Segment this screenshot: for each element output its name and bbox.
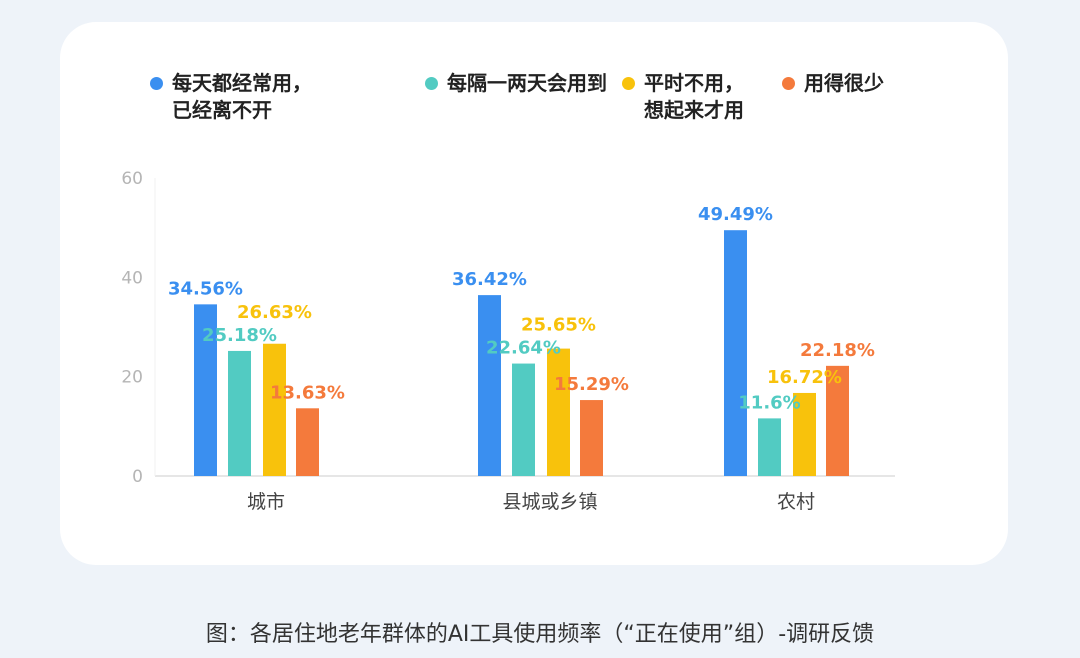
legend-label: 每隔一两天会用到 [447,71,607,95]
legend-dot [782,77,795,90]
bar [580,400,603,476]
data-label: 25.65% [521,315,596,336]
data-label: 26.63% [237,302,312,323]
x-tick-label: 县城或乡镇 [502,491,597,513]
legend-dot [622,77,635,90]
data-label: 22.64% [486,338,561,359]
x-tick-label: 城市 [247,491,285,513]
legend-label: 每天都经常用， 已经离不开 [172,71,312,122]
y-tick-label: 20 [121,368,143,388]
x-tick-label: 农村 [777,491,815,513]
legend-label: 用得很少 [804,71,884,95]
legend-dot [425,77,438,90]
data-label: 15.29% [554,374,629,395]
data-label: 22.18% [800,340,875,361]
bar [826,365,849,476]
bar [296,408,319,476]
legend-dot [150,77,163,90]
y-tick-label: 60 [121,169,143,189]
bar [793,392,816,476]
legend-item-occasional: 平时不用， 想起来才用 [622,70,744,124]
bar [194,304,217,476]
bar [478,295,501,476]
bar [228,350,251,476]
data-label: 25.18% [202,325,277,346]
y-tick-label: 0 [132,467,143,487]
data-label: 49.49% [698,204,773,225]
bar [512,363,535,476]
bar [263,343,286,476]
data-label: 36.42% [452,269,527,290]
legend-label: 平时不用， 想起来才用 [644,71,744,122]
data-label: 11.6% [738,392,800,413]
y-tick-label: 40 [121,268,143,288]
legend-item-every-other-day: 每隔一两天会用到 [425,70,607,97]
data-label: 13.63% [270,382,345,403]
legend-item-daily: 每天都经常用， 已经离不开 [150,70,312,124]
chart-caption: 图：各居住地老年群体的AI工具使用频率（“正在使用”组）-调研反馈 [205,622,875,647]
bar [724,230,747,476]
bar [758,418,781,476]
bar [547,348,570,476]
legend-item-rarely: 用得很少 [782,70,884,97]
data-label: 34.56% [168,278,243,299]
data-label: 16.72% [767,367,842,388]
